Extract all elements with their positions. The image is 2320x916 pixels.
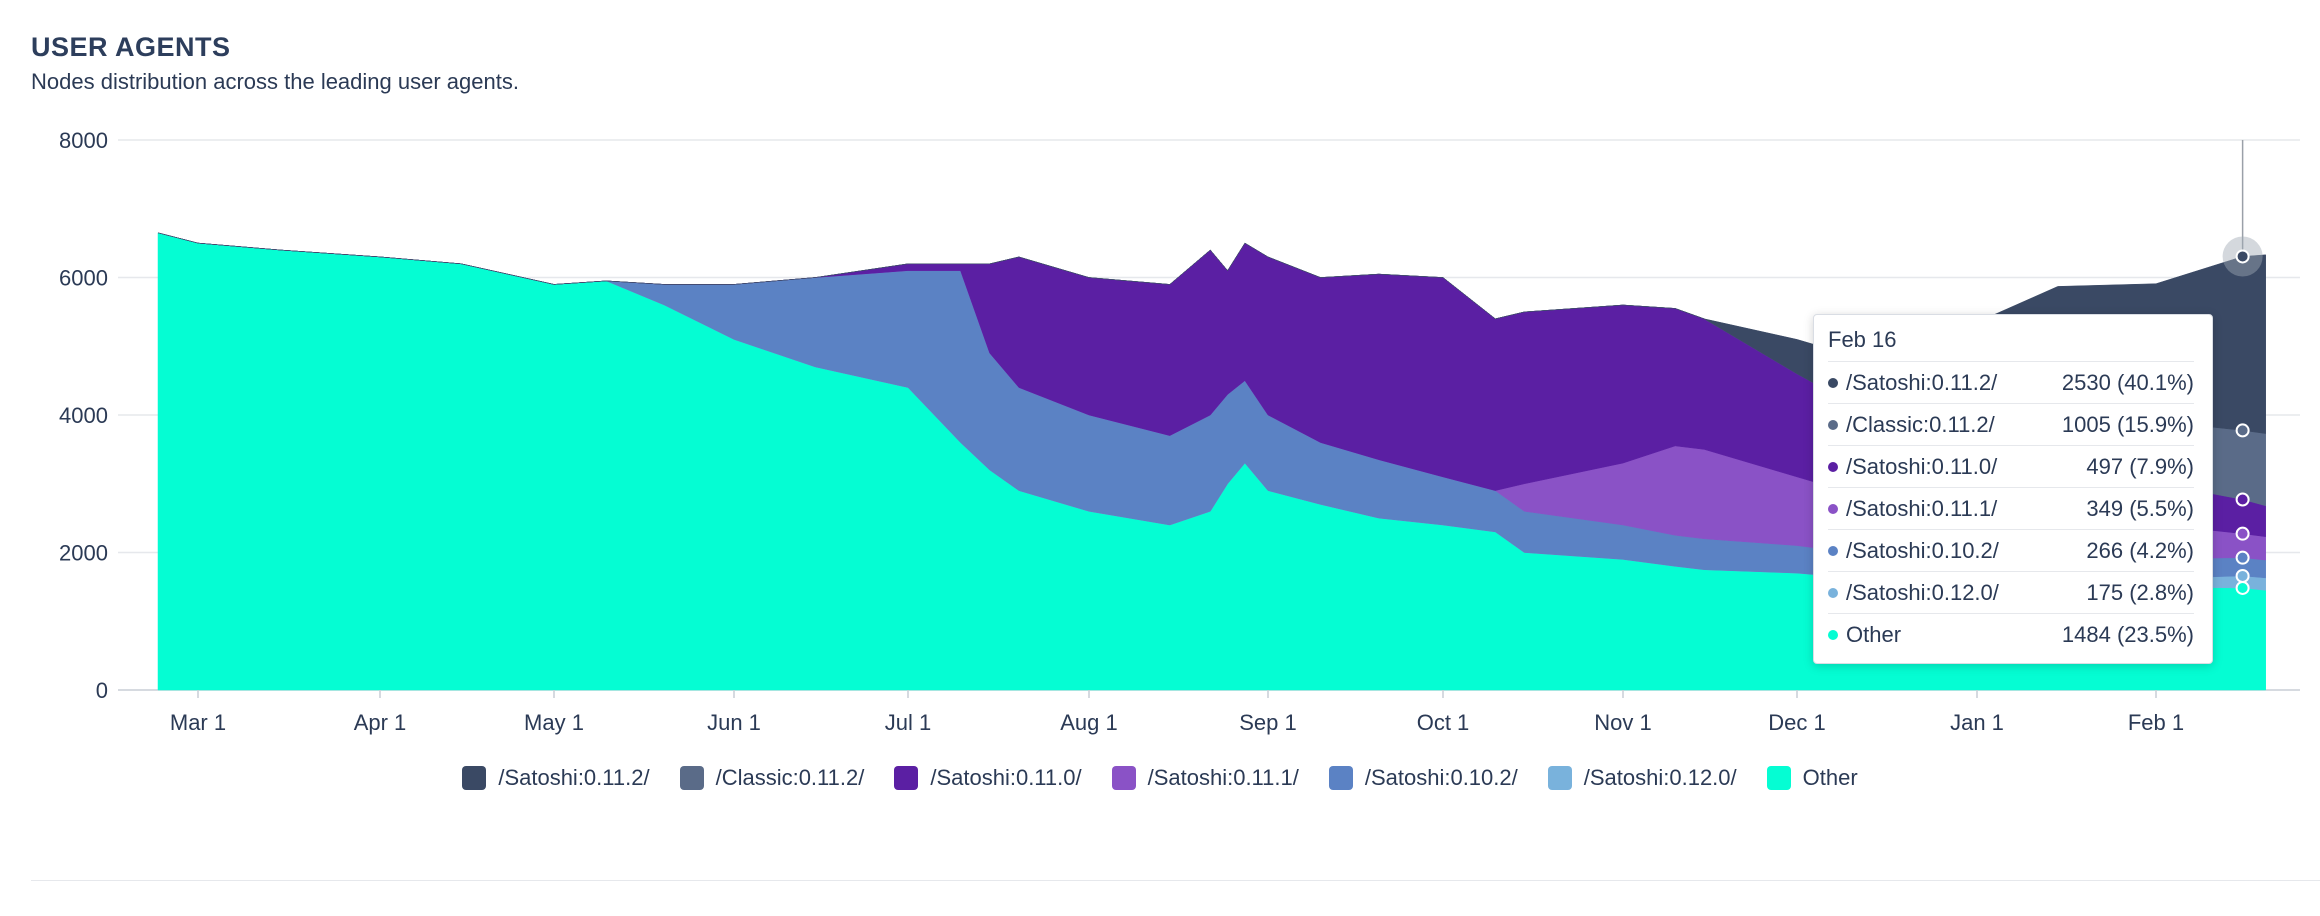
hover-marker <box>2235 423 2250 438</box>
series-dot-icon <box>1828 461 1838 472</box>
tooltip-series-value: 266 (4.2%) <box>2086 537 2194 563</box>
legend-swatch-icon <box>679 766 704 790</box>
tooltip-series-name: /Satoshi:0.11.0/ <box>1846 453 1998 479</box>
legend-swatch-icon <box>1111 766 1136 790</box>
tooltip-series-name: /Satoshi:0.11.1/ <box>1846 495 1998 521</box>
legend-swatch-icon <box>1766 766 1791 790</box>
legend-label: /Classic:0.11.2/ <box>715 765 865 790</box>
x-tick-label: Feb 1 <box>2128 710 2184 735</box>
tooltip-series-name: /Satoshi:0.10.2/ <box>1846 537 1999 563</box>
x-tick-label: Aug 1 <box>1060 710 1118 735</box>
hover-marker <box>2235 568 2250 583</box>
hover-marker <box>2235 249 2250 264</box>
legend-label: /Satoshi:0.11.2/ <box>498 765 650 790</box>
tooltip-series-name: /Satoshi:0.12.0/ <box>1846 579 1999 605</box>
legend-item[interactable]: /Classic:0.11.2/ <box>679 765 865 791</box>
y-tick-label: 2000 <box>59 541 108 566</box>
tooltip-row: /Satoshi:0.11.0/497 (7.9%) <box>1828 445 2194 487</box>
x-tick-label: Apr 1 <box>354 710 407 735</box>
tooltip-series-name: /Satoshi:0.11.2/ <box>1846 369 1998 395</box>
series-dot-icon <box>1828 629 1838 640</box>
legend-swatch-icon <box>1547 766 1572 790</box>
y-tick-label: 6000 <box>59 266 108 291</box>
y-tick-label: 4000 <box>59 403 108 428</box>
legend-item[interactable]: /Satoshi:0.12.0/ <box>1547 765 1737 791</box>
series-dot-icon <box>1828 377 1838 388</box>
legend-swatch-icon <box>894 766 919 790</box>
legend-item[interactable]: /Satoshi:0.11.2/ <box>462 765 650 791</box>
hover-marker <box>2235 526 2250 541</box>
legend-item[interactable]: Other <box>1766 765 1858 791</box>
legend-item[interactable]: /Satoshi:0.11.1/ <box>1111 765 1299 791</box>
legend-swatch-icon <box>462 766 487 790</box>
tooltip-series-value: 1005 (15.9%) <box>2061 411 2194 437</box>
chart-tooltip: Feb 16 /Satoshi:0.11.2/2530 (40.1%)/Clas… <box>1813 314 2213 664</box>
legend-label: Other <box>1802 765 1858 790</box>
legend-item[interactable]: /Satoshi:0.11.0/ <box>894 765 1082 791</box>
tooltip-series-value: 2530 (40.1%) <box>2061 369 2194 395</box>
legend-item[interactable]: /Satoshi:0.10.2/ <box>1328 765 1518 791</box>
legend-swatch-icon <box>1328 766 1353 790</box>
y-tick-label: 8000 <box>59 128 108 153</box>
legend-label: /Satoshi:0.10.2/ <box>1364 765 1518 790</box>
x-tick-label: Oct 1 <box>1417 710 1470 735</box>
tooltip-row: /Satoshi:0.11.1/349 (5.5%) <box>1828 487 2194 529</box>
legend-label: /Satoshi:0.11.0/ <box>930 765 1082 790</box>
tooltip-row: /Satoshi:0.10.2/266 (4.2%) <box>1828 529 2194 571</box>
tooltip-row: Other 1484 (23.5%) <box>1828 613 2194 655</box>
tooltip-row: /Classic:0.11.2/1005 (15.9%) <box>1828 403 2194 445</box>
x-tick-label: Jan 1 <box>1950 710 2004 735</box>
hover-marker <box>2235 580 2250 595</box>
legend-label: /Satoshi:0.12.0/ <box>1583 765 1737 790</box>
tooltip-row: /Satoshi:0.12.0/175 (2.8%) <box>1828 571 2194 613</box>
tooltip-row: /Satoshi:0.11.2/2530 (40.1%) <box>1828 361 2194 403</box>
x-tick-label: Mar 1 <box>170 710 226 735</box>
chart-legend: /Satoshi:0.11.2/ /Classic:0.11.2/ /Satoshi… <box>0 765 2320 791</box>
x-tick-label: Nov 1 <box>1594 710 1651 735</box>
legend-label: /Satoshi:0.11.1/ <box>1147 765 1299 790</box>
hover-marker <box>2235 550 2250 565</box>
chart-subtitle: Nodes distribution across the leading us… <box>31 69 519 94</box>
y-tick-label: 0 <box>96 678 108 703</box>
divider <box>31 880 2320 881</box>
x-tick-label: May 1 <box>524 710 584 735</box>
chart-header: USER AGENTS Nodes distribution across th… <box>31 32 519 95</box>
tooltip-series-value: 497 (7.9%) <box>2086 453 2194 479</box>
tooltip-series-name: Other <box>1846 621 1902 647</box>
x-tick-label: Sep 1 <box>1239 710 1297 735</box>
series-dot-icon <box>1828 503 1838 514</box>
hover-marker <box>2235 492 2250 507</box>
tooltip-series-value: 175 (2.8%) <box>2086 579 2194 605</box>
x-tick-label: Jul 1 <box>885 710 931 735</box>
series-dot-icon <box>1828 419 1838 430</box>
tooltip-series-name: /Classic:0.11.2/ <box>1846 411 1995 437</box>
chart-title: USER AGENTS <box>31 32 231 62</box>
series-dot-icon <box>1828 545 1838 556</box>
x-tick-label: Jun 1 <box>707 710 761 735</box>
x-tick-label: Dec 1 <box>1768 710 1825 735</box>
tooltip-series-value: 1484 (23.5%) <box>2061 621 2194 647</box>
series-dot-icon <box>1828 587 1838 598</box>
tooltip-series-value: 349 (5.5%) <box>2086 495 2194 521</box>
tooltip-date: Feb 16 <box>1828 327 1897 352</box>
tooltip-rows: /Satoshi:0.11.2/2530 (40.1%)/Classic:0.1… <box>1828 361 2194 655</box>
